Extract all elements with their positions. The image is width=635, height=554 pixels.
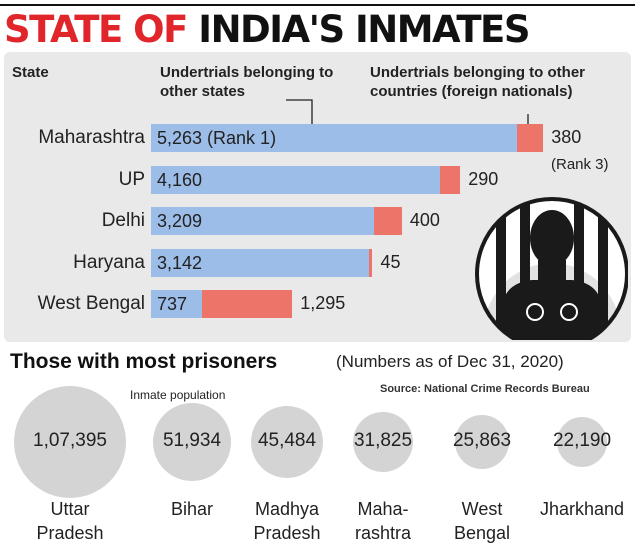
state-label: UP	[118, 168, 145, 190]
bubble-state-name: West Bengal	[453, 499, 511, 543]
bubble-value: 31,825	[353, 430, 413, 451]
bar-other-states-value: 4,160	[157, 169, 203, 190]
bar-foreign-nationals	[369, 248, 373, 277]
maharashtra-foreign-rank: (Rank 3)	[551, 156, 609, 173]
source-note: Source: National Crime Records Bureau	[380, 383, 590, 395]
bar-foreign-value: 290	[468, 168, 499, 189]
bar-other-states-value: 737	[157, 294, 188, 314]
bubble-value: 45,484	[257, 430, 317, 451]
state-label: Maharashtra	[38, 127, 145, 148]
bubble-state-name: Uttar Pradesh	[36, 499, 104, 543]
other-states-header: Undertrials belonging to other states	[160, 64, 334, 100]
population-bubble	[153, 403, 231, 481]
bar-other-states	[151, 248, 370, 277]
title-area: STATE OF INDIA'S INMATES	[0, 0, 635, 51]
bar-other-states	[151, 207, 375, 235]
bar-foreign-nationals	[374, 207, 402, 235]
bar-foreign-value: 1,295	[300, 293, 346, 313]
bubble-value: 25,863	[452, 430, 512, 451]
bubble-value: 22,190	[552, 430, 612, 451]
population-bubble	[352, 411, 414, 473]
bubble-state-name: Maha-rashtra	[354, 499, 412, 543]
bar-foreign-nationals	[516, 124, 544, 152]
bar-other-states-value: 3,209	[157, 211, 203, 231]
state-label: Delhi	[101, 210, 145, 231]
bar-foreign-value: 45	[380, 251, 401, 272]
inmate-population-label: Inmate population	[130, 388, 226, 402]
bubble-value: 1,07,395	[33, 430, 107, 451]
title-part-black: INDIA'S INMATES	[198, 8, 530, 51]
state-column-header: State	[12, 64, 49, 81]
other-countries-header: Undertrials belonging to other countries…	[370, 64, 586, 100]
bar-other-states	[151, 165, 441, 194]
state-label: Haryana	[73, 251, 145, 273]
bubble-value: 51,934	[162, 430, 222, 451]
title-part-red: STATE OF	[4, 8, 188, 51]
bubble-state-name: Madhya Pradesh	[253, 499, 321, 543]
population-bubble	[250, 405, 324, 479]
bubble-state-name: Jharkhand	[539, 499, 625, 519]
title-rule	[0, 4, 635, 6]
as-of-date: (Numbers as of Dec 31, 2020)	[336, 352, 564, 371]
bar-foreign-nationals	[440, 165, 461, 194]
bar-other-states	[151, 124, 517, 152]
most-prisoners-title: Those with most prisoners	[10, 350, 278, 373]
population-bubble	[556, 416, 608, 468]
bar-other-states	[151, 290, 203, 318]
bar-other-states-value: 3,142	[157, 252, 203, 273]
bar-foreign-value: 380	[551, 127, 582, 147]
bar-other-states-value: 5,263 (Rank 1)	[157, 128, 277, 148]
population-bubble	[454, 414, 510, 470]
population-bubble	[14, 386, 126, 498]
page-title: STATE OF INDIA'S INMATES	[4, 8, 530, 51]
bar-foreign-nationals	[202, 290, 293, 318]
prison-bars-icon	[475, 197, 628, 340]
bar-foreign-value: 400	[409, 210, 440, 230]
state-label: West Bengal	[37, 293, 145, 314]
bubble-state-name: Bihar	[170, 499, 214, 519]
